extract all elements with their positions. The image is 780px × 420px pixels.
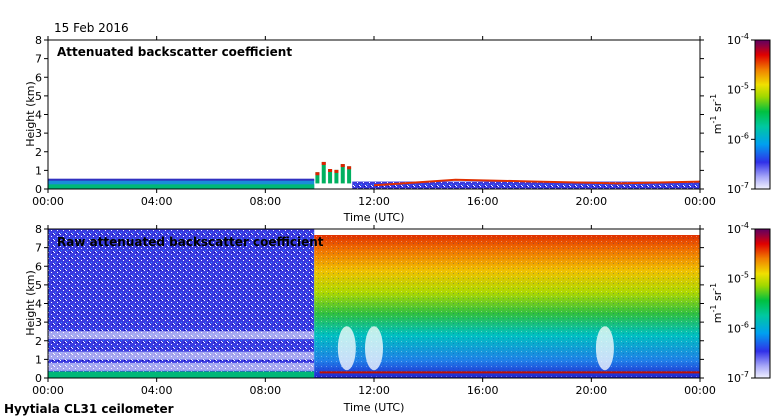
x-axis-ticks: 00:00 04:00 08:00 12:00 16:00 20:00 00:00 xyxy=(32,225,716,397)
x-tick-label: 12:00 xyxy=(358,195,390,208)
colorbar-tick-label: 10-7 xyxy=(727,181,749,196)
panel-title: Attenuated backscatter coefficient xyxy=(57,45,292,59)
x-axis-label: Time (UTC) xyxy=(343,211,405,224)
aerosol-layer-lower xyxy=(48,184,315,189)
colorbar-tick-label: 10-6 xyxy=(727,131,749,146)
cloud-patch-core xyxy=(334,169,339,173)
footer-instrument-label: Hyytiala CL31 ceilometer xyxy=(4,402,174,416)
colorbar-ticks: 10-7 10-6 10-5 10-4 xyxy=(727,221,755,385)
white-gap xyxy=(365,326,383,371)
cloud-patch-core xyxy=(340,164,345,168)
x-tick-label: 04:00 xyxy=(141,384,173,397)
date-label: 15 Feb 2016 xyxy=(54,21,129,35)
y-tick-label: 1 xyxy=(35,164,42,177)
x-tick-label: 04:00 xyxy=(141,195,173,208)
white-gap xyxy=(337,326,356,371)
colorbar-tick-label: 10-7 xyxy=(727,370,749,385)
layer-top-line xyxy=(373,178,701,187)
colorbar-tick-label: 10-6 xyxy=(727,320,749,335)
y-tick-label: 4 xyxy=(35,298,42,311)
cloud-patch xyxy=(347,166,352,184)
x-tick-label: 00:00 xyxy=(32,384,64,397)
y-tick-label: 2 xyxy=(35,335,42,348)
x-axis-label: Time (UTC) xyxy=(343,401,405,414)
colorbar-tick-label: 10-4 xyxy=(727,221,749,236)
noise-white-band xyxy=(48,351,315,360)
colorbar-tick-label: 10-5 xyxy=(727,271,749,286)
y-tick-label: 3 xyxy=(35,316,42,329)
y-axis-ticks: 0 1 2 3 4 5 6 7 8 xyxy=(35,223,704,385)
cloud-patch-core xyxy=(328,169,333,173)
y-axis-ticks: 0 1 2 3 4 5 6 7 8 xyxy=(35,34,704,196)
cloud-patch-core xyxy=(315,172,320,176)
cloud-patch-core xyxy=(321,161,326,165)
x-axis-ticks: 00:00 04:00 08:00 12:00 16:00 20:00 00:00 xyxy=(32,36,716,208)
x-tick-label: 20:00 xyxy=(575,384,607,397)
x-tick-label: 08:00 xyxy=(249,195,281,208)
x-tick-label: 00:00 xyxy=(684,195,716,208)
cloud-patch xyxy=(328,169,333,184)
y-axis-label: Height (km) xyxy=(24,270,37,336)
plot-background xyxy=(48,40,700,189)
colorbar-units: m-1 sr-1 xyxy=(709,283,724,323)
x-tick-label: 08:00 xyxy=(249,384,281,397)
x-tick-label: 00:00 xyxy=(32,195,64,208)
x-tick-label: 16:00 xyxy=(467,195,499,208)
y-axis-label: Height (km) xyxy=(24,81,37,147)
y-tick-label: 7 xyxy=(35,53,42,66)
aerosol-layer-top xyxy=(48,178,315,181)
cloud-patch xyxy=(315,172,320,184)
colorbar xyxy=(754,228,771,379)
y-tick-label: 4 xyxy=(35,109,42,122)
x-tick-label: 16:00 xyxy=(467,384,499,397)
y-tick-label: 3 xyxy=(35,127,42,140)
white-gap xyxy=(595,326,614,371)
cloud-patch xyxy=(334,169,339,184)
surface-layer xyxy=(352,181,700,189)
cloud-patch xyxy=(340,164,345,184)
y-tick-label: 5 xyxy=(35,279,42,292)
cloud-patch xyxy=(321,161,326,184)
y-tick-label: 7 xyxy=(35,242,42,255)
y-tick-label: 0 xyxy=(35,183,42,196)
colorbar-tick-label: 10-4 xyxy=(727,32,749,47)
y-tick-label: 0 xyxy=(35,372,42,385)
cloud-patch-core xyxy=(347,166,352,170)
y-tick-label: 6 xyxy=(35,71,42,84)
x-tick-label: 12:00 xyxy=(358,384,390,397)
panel-raw-attenuated-backscatter: Raw attenuated backscatter coefficient 0… xyxy=(24,221,771,414)
plot-data-layer xyxy=(48,229,700,378)
y-tick-label: 1 xyxy=(35,353,42,366)
noise-white-band xyxy=(48,331,315,340)
panel-attenuated-backscatter: Attenuated backscatter coefficient 0 1 2 3 4… xyxy=(24,32,771,224)
noise-white-band xyxy=(48,362,315,371)
surface-aerosol xyxy=(48,371,315,378)
x-tick-label: 00:00 xyxy=(684,384,716,397)
y-tick-label: 6 xyxy=(35,260,42,273)
x-tick-label: 20:00 xyxy=(575,195,607,208)
y-tick-label: 8 xyxy=(35,223,42,236)
colorbar-tick-label: 10-5 xyxy=(727,82,749,97)
panel-title: Raw attenuated backscatter coefficient xyxy=(57,235,324,249)
y-tick-label: 8 xyxy=(35,34,42,47)
colorbar-units: m-1 sr-1 xyxy=(709,94,724,134)
plot-data-layer xyxy=(48,161,701,189)
y-tick-label: 2 xyxy=(35,146,42,159)
colorbar xyxy=(754,39,771,190)
y-tick-label: 5 xyxy=(35,90,42,103)
colorbar-ticks: 10-7 10-6 10-5 10-4 xyxy=(727,32,755,196)
